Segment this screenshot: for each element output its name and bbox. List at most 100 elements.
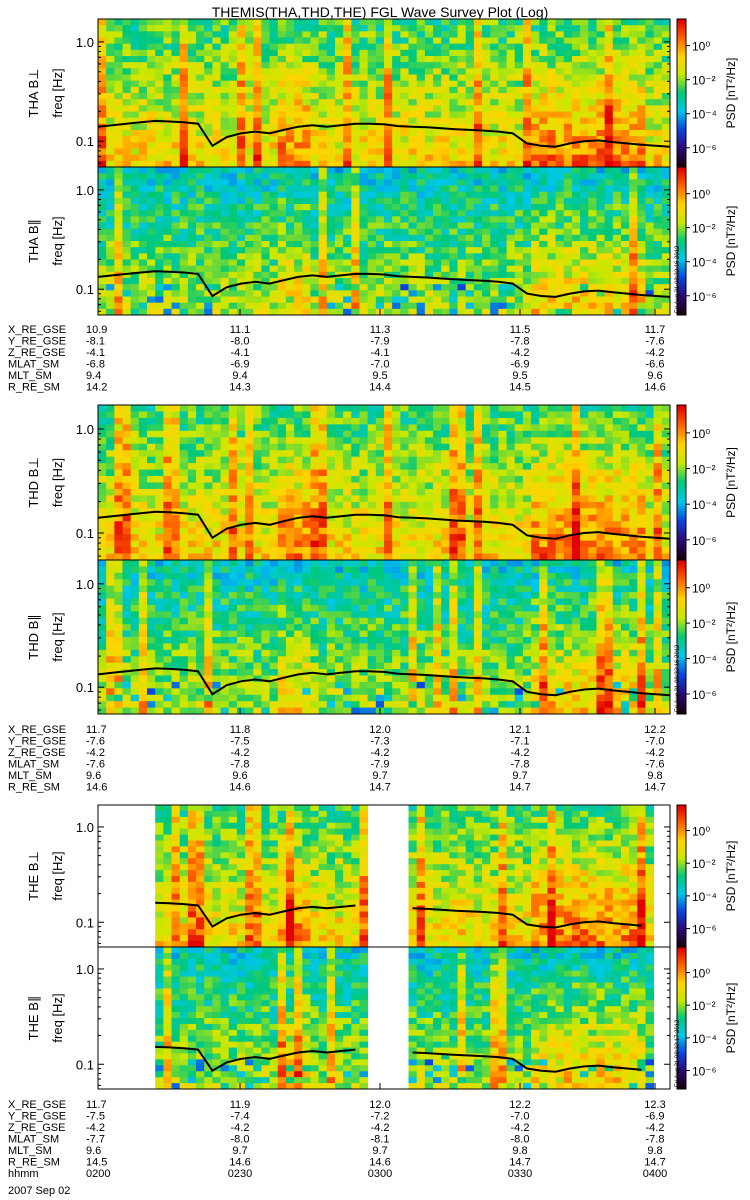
heatmap-cell <box>637 99 646 106</box>
ephemeris-value: -4.1 <box>231 347 250 359</box>
heatmap-cell <box>580 154 589 162</box>
heatmap-cell <box>457 216 467 223</box>
heatmap-cell <box>645 234 655 242</box>
heatmap-cell <box>310 253 320 260</box>
heatmap-cell <box>400 430 409 438</box>
heatmap-cell <box>514 259 524 267</box>
heatmap-cell <box>596 56 606 63</box>
heatmap-cell <box>465 31 475 38</box>
heatmap-cell <box>179 527 189 535</box>
heatmap-cell <box>571 204 581 211</box>
heatmap-cell <box>384 123 393 131</box>
heatmap-cell <box>506 308 516 316</box>
heatmap-cell <box>114 456 123 464</box>
heatmap-cell <box>114 308 123 316</box>
heatmap-cell <box>384 179 393 186</box>
heatmap-cell <box>261 117 270 125</box>
heatmap-cell <box>416 463 426 470</box>
heatmap-cell <box>522 25 532 32</box>
heatmap-cell <box>359 222 369 230</box>
ephemeris-value: 14.4 <box>369 382 390 394</box>
heatmap-cell <box>220 105 230 112</box>
heatmap-cell <box>294 49 303 57</box>
heatmap-cell <box>277 476 287 483</box>
heatmap-cell <box>187 463 197 470</box>
heatmap-cell <box>277 167 287 174</box>
heatmap-cell <box>245 430 254 438</box>
heatmap-cell <box>555 74 565 82</box>
heatmap-cell <box>245 469 254 477</box>
heatmap-cell <box>138 463 148 470</box>
heatmap-cell <box>294 469 303 477</box>
heatmap-cell <box>294 210 303 217</box>
heatmap-cell <box>318 527 328 535</box>
heatmap-cell <box>294 290 303 297</box>
heatmap-cell <box>473 142 483 149</box>
heatmap-cell <box>228 241 238 248</box>
heatmap-cell <box>245 450 254 458</box>
heatmap-cell <box>196 142 205 149</box>
heatmap-cell <box>196 450 205 458</box>
heatmap-cell <box>604 173 614 180</box>
heatmap-cell <box>334 553 344 561</box>
heatmap-cell <box>637 179 646 186</box>
heatmap-cell <box>596 216 606 223</box>
heatmap-cell <box>629 80 638 88</box>
heatmap-cell <box>285 123 295 131</box>
heatmap-cell <box>171 534 181 542</box>
colorbar-swatch <box>677 88 686 92</box>
heatmap-cell <box>122 508 132 516</box>
heatmap-cell <box>441 204 450 211</box>
heatmap-cell <box>326 74 336 82</box>
heatmap-cell <box>482 111 491 119</box>
heatmap-cell <box>637 265 646 273</box>
heatmap-cell <box>196 173 205 180</box>
heatmap-cell <box>482 56 491 63</box>
heatmap-cell <box>179 547 189 554</box>
heatmap-cell <box>457 463 467 470</box>
heatmap-cell <box>343 173 352 180</box>
heatmap-cell <box>563 469 573 477</box>
heatmap-cell <box>531 284 540 291</box>
heatmap-cell <box>179 74 189 82</box>
heatmap-cell <box>269 173 279 180</box>
heatmap-cell <box>571 142 581 149</box>
heatmap-cell <box>384 547 393 554</box>
heatmap-cell <box>596 74 606 82</box>
heatmap-cell <box>285 547 295 554</box>
heatmap-cell <box>318 424 328 432</box>
heatmap-cell <box>253 31 262 38</box>
heatmap-cell <box>228 488 238 496</box>
heatmap-cell <box>367 271 377 279</box>
heatmap-cell <box>343 265 352 273</box>
heatmap-cell <box>220 130 230 137</box>
heatmap-cell <box>228 179 238 186</box>
heatmap-cell <box>122 56 132 63</box>
heatmap-cell <box>277 521 287 529</box>
heatmap-cell <box>138 443 148 451</box>
heatmap-cell <box>204 278 213 285</box>
heatmap-cell <box>310 154 320 162</box>
heatmap-cell <box>310 86 320 94</box>
heatmap-cell <box>171 197 181 205</box>
heatmap-cell <box>98 111 107 119</box>
heatmap-cell <box>400 99 409 106</box>
heatmap-cell <box>392 514 401 522</box>
heatmap-cell <box>204 19 213 26</box>
heatmap-cell <box>514 456 524 464</box>
heatmap-cell <box>367 234 377 242</box>
heatmap-cell <box>106 160 115 168</box>
heatmap-cell <box>555 476 565 483</box>
heatmap-cell <box>400 204 409 211</box>
heatmap-cell <box>204 508 213 516</box>
heatmap-cell <box>645 154 655 162</box>
heatmap-cell <box>490 222 499 230</box>
ephemeris-value: -8.0 <box>231 336 250 348</box>
heatmap-cell <box>498 508 507 516</box>
heatmap-cell <box>204 469 213 477</box>
heatmap-cell <box>514 74 524 82</box>
heatmap-cell <box>155 191 164 199</box>
heatmap-cell <box>343 284 352 291</box>
heatmap-cell <box>326 488 336 496</box>
heatmap-cell <box>179 463 189 470</box>
